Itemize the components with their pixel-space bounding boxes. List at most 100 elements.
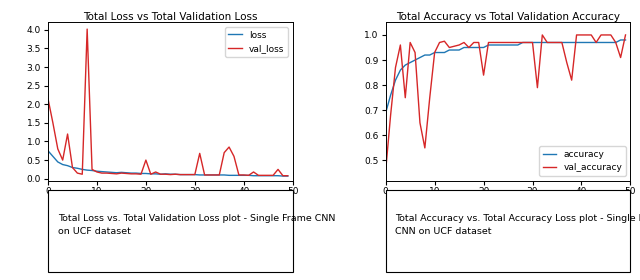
accuracy [504,43,512,47]
val_loss [98,171,106,175]
val_loss [176,173,184,176]
val_accuracy [514,41,522,44]
val_accuracy [484,41,492,44]
loss [264,174,272,178]
val_accuracy [431,51,438,54]
val_loss [274,168,282,171]
val_accuracy [524,41,531,44]
accuracy [519,41,527,44]
val_accuracy [470,41,477,44]
val_loss [157,172,164,176]
val_loss [64,132,72,136]
val_loss [118,171,125,175]
val_accuracy [416,121,424,125]
loss [113,171,120,174]
accuracy [475,46,483,49]
accuracy [495,43,502,47]
loss [118,171,125,174]
val_loss [142,158,150,162]
accuracy [397,68,404,72]
val_loss [255,174,262,177]
val_loss [245,174,253,177]
loss [64,164,72,167]
val_accuracy [504,41,512,44]
loss [162,172,170,176]
accuracy [529,41,536,44]
loss [122,171,130,174]
accuracy [465,46,473,49]
loss [93,170,100,173]
val_accuracy [436,41,444,44]
val_loss [127,172,135,176]
val_accuracy [582,33,590,37]
accuracy [412,58,419,62]
loss [49,155,57,158]
val_accuracy [401,96,409,99]
val_accuracy [519,41,527,44]
val_loss [211,173,218,177]
val_accuracy [548,41,556,44]
val_loss [88,168,96,171]
loss [157,172,164,176]
loss [186,173,194,176]
val_accuracy [387,114,394,117]
val_accuracy [397,43,404,47]
loss [176,173,184,176]
val_loss [74,171,81,175]
val_accuracy [588,33,595,37]
accuracy [416,56,424,59]
accuracy [490,43,497,47]
accuracy [440,51,448,54]
loss [205,173,213,177]
loss [201,173,209,177]
accuracy [543,41,551,44]
val_loss [172,172,179,176]
val_accuracy [499,41,507,44]
val_loss [137,172,145,176]
accuracy [451,48,458,52]
loss [220,173,228,177]
val_loss [186,173,194,176]
val_accuracy [406,41,414,44]
val_loss [79,172,86,176]
val_loss [220,151,228,154]
val_accuracy [465,46,473,49]
Text: Total Accuracy vs. Total Accuracy Loss plot - Single Frame
CNN on UCF dataset: Total Accuracy vs. Total Accuracy Loss p… [396,214,640,236]
accuracy [534,41,541,44]
val_accuracy [617,56,625,59]
loss [127,171,135,175]
accuracy [455,48,463,52]
val_loss [162,172,170,176]
val_loss [49,121,57,125]
val_loss [181,173,189,176]
val_accuracy [440,39,448,43]
val_loss [54,147,61,151]
accuracy [558,41,566,44]
val_loss [284,174,292,178]
loss [68,166,76,169]
loss [181,173,189,176]
val_loss [201,173,209,177]
loss [108,171,115,174]
val_accuracy [597,33,605,37]
loss [279,174,287,178]
val_loss [44,97,52,100]
val_loss [259,174,267,177]
val_loss [216,173,223,177]
loss [74,167,81,170]
val_accuracy [621,33,629,37]
val_loss [147,172,155,176]
loss [240,174,248,177]
accuracy [607,41,614,44]
Line: accuracy: accuracy [386,40,625,113]
loss [83,169,91,172]
accuracy [582,41,590,44]
loss [88,169,96,172]
val_loss [108,172,115,175]
accuracy [578,41,586,44]
val_loss [230,155,238,158]
loss [235,174,243,177]
accuracy [406,61,414,64]
val_loss [279,174,287,178]
val_accuracy [568,78,575,82]
